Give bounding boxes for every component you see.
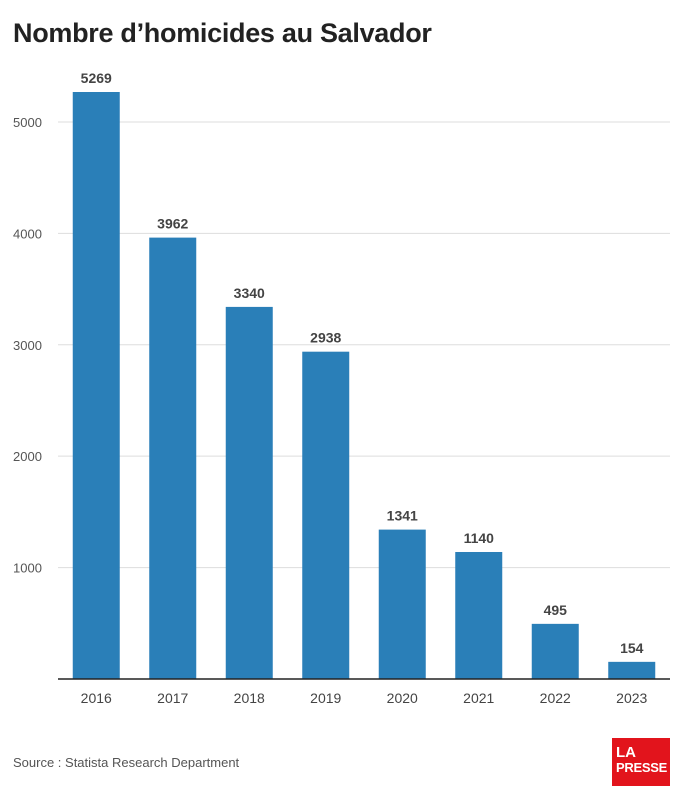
x-tick-label-2019: 2019 [310,690,341,706]
bar-2023 [608,661,656,679]
bar-2021 [455,551,503,679]
x-tick-label-2022: 2022 [540,690,571,706]
data-label-2016: 5269 [81,70,112,86]
data-label-2021: 1140 [464,530,495,546]
x-tick-label-2023: 2023 [616,690,647,706]
chart-title: Nombre d’homicides au Salvador [13,18,432,48]
y-tick-label: 2000 [13,449,42,464]
data-label-2017: 3962 [157,216,188,232]
data-label-2018: 3340 [234,285,265,301]
x-tick-label-2018: 2018 [234,690,265,706]
x-tick-label-2017: 2017 [157,690,188,706]
x-tick-label-2016: 2016 [81,690,112,706]
data-label-2020: 1341 [387,508,418,524]
x-tick-label-2020: 2020 [387,690,418,706]
bar-chart: 1000 2000 3000 4000 5000 5269 3962 3340 2938 134… [13,70,670,706]
y-axis-tick-labels: 1000 2000 3000 4000 5000 [13,115,42,576]
bar-2018 [225,306,273,679]
x-tick-label-2021: 2021 [463,690,494,706]
y-tick-label: 3000 [13,338,42,353]
y-tick-label: 1000 [13,561,42,576]
bar-2022 [531,623,579,679]
bar-2019 [302,351,350,679]
data-labels: 5269 3962 3340 2938 1341 1140 495 154 [81,70,644,656]
data-label-2023: 154 [620,640,644,656]
logo-text-la: LA [616,744,636,761]
logo-text-presse: PRESSE [616,760,667,775]
data-label-2019: 2938 [310,330,341,346]
y-tick-label: 5000 [13,115,42,130]
la-presse-logo: LA PRESSE [612,738,670,786]
data-label-2022: 495 [544,602,568,618]
x-axis-tick-labels: 2016 2017 2018 2019 2020 2021 2022 2023 [81,690,648,706]
bar-2016 [72,92,120,679]
bar-2020 [378,529,426,679]
bars [72,92,656,679]
source-note: Source : Statista Research Department [13,755,240,770]
y-tick-label: 4000 [13,226,42,241]
bar-2017 [149,237,197,679]
